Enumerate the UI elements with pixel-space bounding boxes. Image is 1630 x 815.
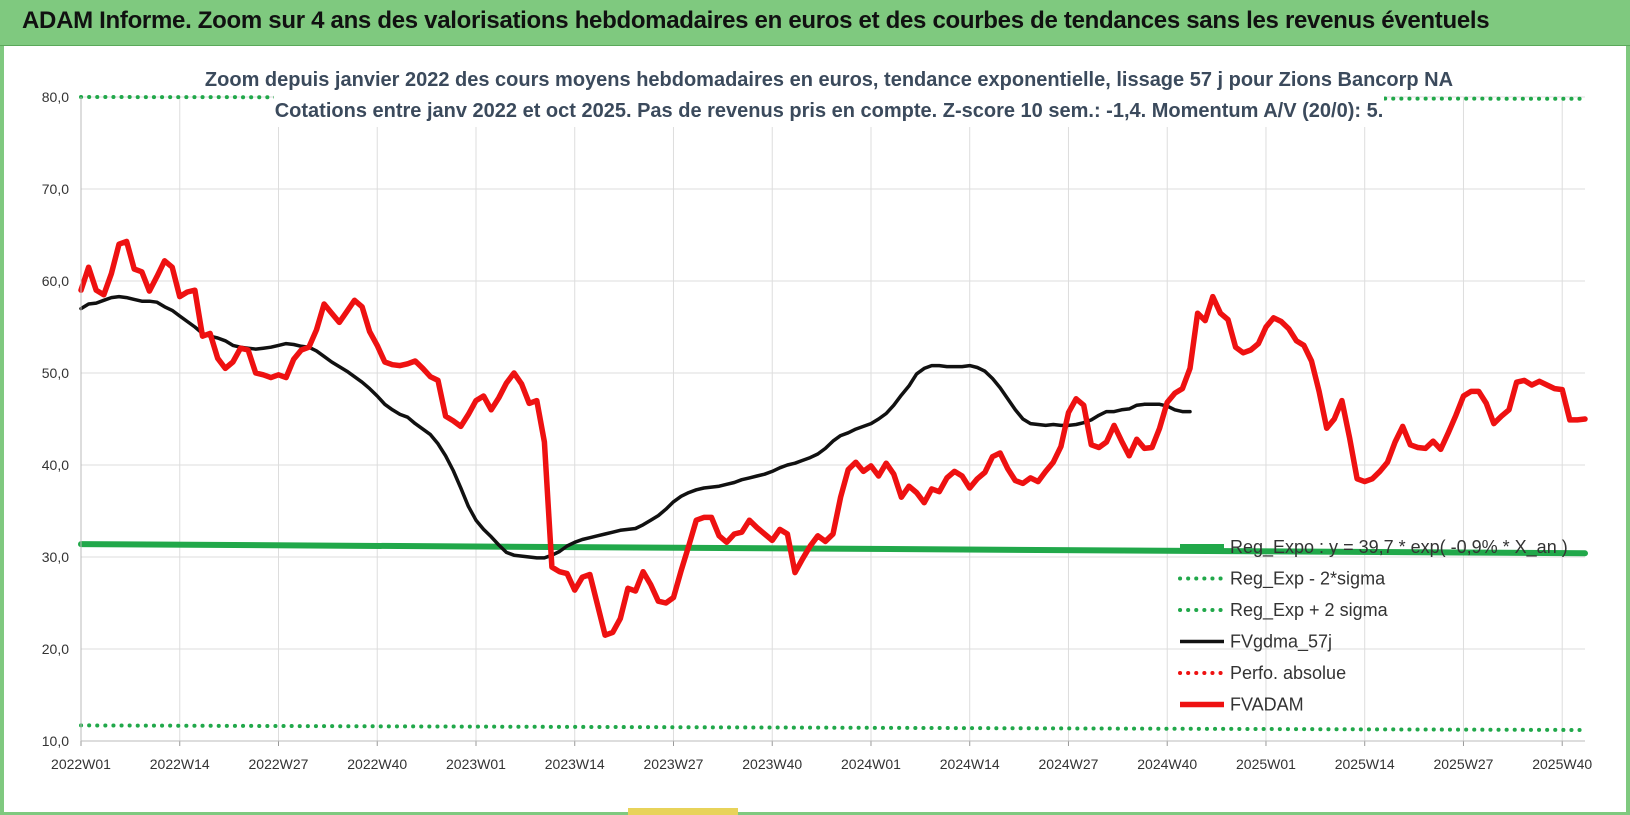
y-tick-label: 10,0 [42, 733, 69, 749]
y-tick-label: 40,0 [42, 457, 69, 473]
chart-frame [0, 46, 1630, 815]
grid-lines [80, 96, 1585, 742]
chart-title-block: Zoom depuis janvier 2022 des cours moyen… [205, 61, 1453, 127]
x-tick-label: 2022W27 [249, 756, 309, 772]
y-tick-label: 30,0 [42, 549, 69, 565]
x-tick-label: 2025W14 [1335, 756, 1395, 772]
legend-entry: FVADAM [1180, 695, 1304, 715]
x-tick-label: 2024W40 [1137, 756, 1197, 772]
x-tick-label: 2022W40 [347, 756, 407, 772]
y-tick-label: 60,0 [42, 273, 69, 289]
legend-label: Reg_Exp + 2 sigma [1230, 600, 1389, 621]
x-tick-label: 2024W01 [841, 756, 901, 772]
legend-entry: Reg_Exp + 2 sigma [1178, 600, 1389, 621]
x-tick-label: 2022W14 [150, 756, 210, 772]
y-tick-label: 20,0 [42, 641, 69, 657]
series-line-reg-exp-2-sigma [79, 723, 1587, 732]
y-tick-label: 70,0 [42, 181, 69, 197]
x-tick-label: 2023W27 [644, 756, 704, 772]
series-line-fvadam [78, 238, 1588, 638]
y-tick-label: 50,0 [42, 365, 69, 381]
legend-label: Reg_Expo : y = 39,7 * exp( -0,9% * X_an … [1230, 537, 1568, 558]
legend-label: Perfo. absolue [1230, 663, 1346, 683]
x-tick-label: 2025W01 [1236, 756, 1296, 772]
y-tick-label: 80,0 [42, 89, 69, 105]
legend-entry: Reg_Expo : y = 39,7 * exp( -0,9% * X_an … [1180, 537, 1568, 558]
legend: Reg_Expo : y = 39,7 * exp( -0,9% * X_an … [1172, 529, 1568, 724]
chart-title-line: Cotations entre janv 2022 et oct 2025. P… [275, 100, 1384, 122]
x-tick-label: 2022W01 [51, 756, 111, 772]
x-tick-label: 2023W14 [545, 756, 605, 772]
legend-background [1172, 529, 1552, 724]
legend-entry: Perfo. absolue [1178, 663, 1346, 683]
legend-label: FVADAM [1230, 695, 1304, 715]
legend-entry: Reg_Exp - 2*sigma [1178, 569, 1386, 590]
x-tick-label: 2024W14 [940, 756, 1000, 772]
series-line-fvgdma-57j [79, 294, 1192, 560]
y-axis: 10,0 20,0 30,0 40,0 50,0 60,0 70,0 80,0 [42, 89, 82, 749]
legend-label: Reg_Exp - 2*sigma [1230, 569, 1386, 590]
legend-label: FVgdma_57j [1230, 632, 1332, 653]
sheet-tab-marker [628, 808, 738, 815]
x-tick-label: 2023W40 [742, 756, 802, 772]
chart-title-background [274, 61, 1384, 127]
report-title: ADAM Informe. Zoom sur 4 ans des valoris… [22, 7, 1490, 34]
chart-title-line: Zoom depuis janvier 2022 des cours moyen… [205, 69, 1453, 91]
x-tick-label: 2023W01 [446, 756, 506, 772]
legend-entry: FVgdma_57j [1180, 632, 1332, 653]
report-banner: ADAM Informe. Zoom sur 4 ans des valoris… [0, 0, 1630, 46]
x-axis: 2022W01 2022W14 2022W27 2022W40 2023W01 2023W… [51, 740, 1592, 772]
series-line-reg-expo-y-39-7-exp-0-9-x-an [78, 541, 1588, 557]
x-tick-label: 2024W27 [1039, 756, 1099, 772]
x-tick-label: 2025W27 [1433, 756, 1493, 772]
x-tick-label: 2025W40 [1532, 756, 1592, 772]
